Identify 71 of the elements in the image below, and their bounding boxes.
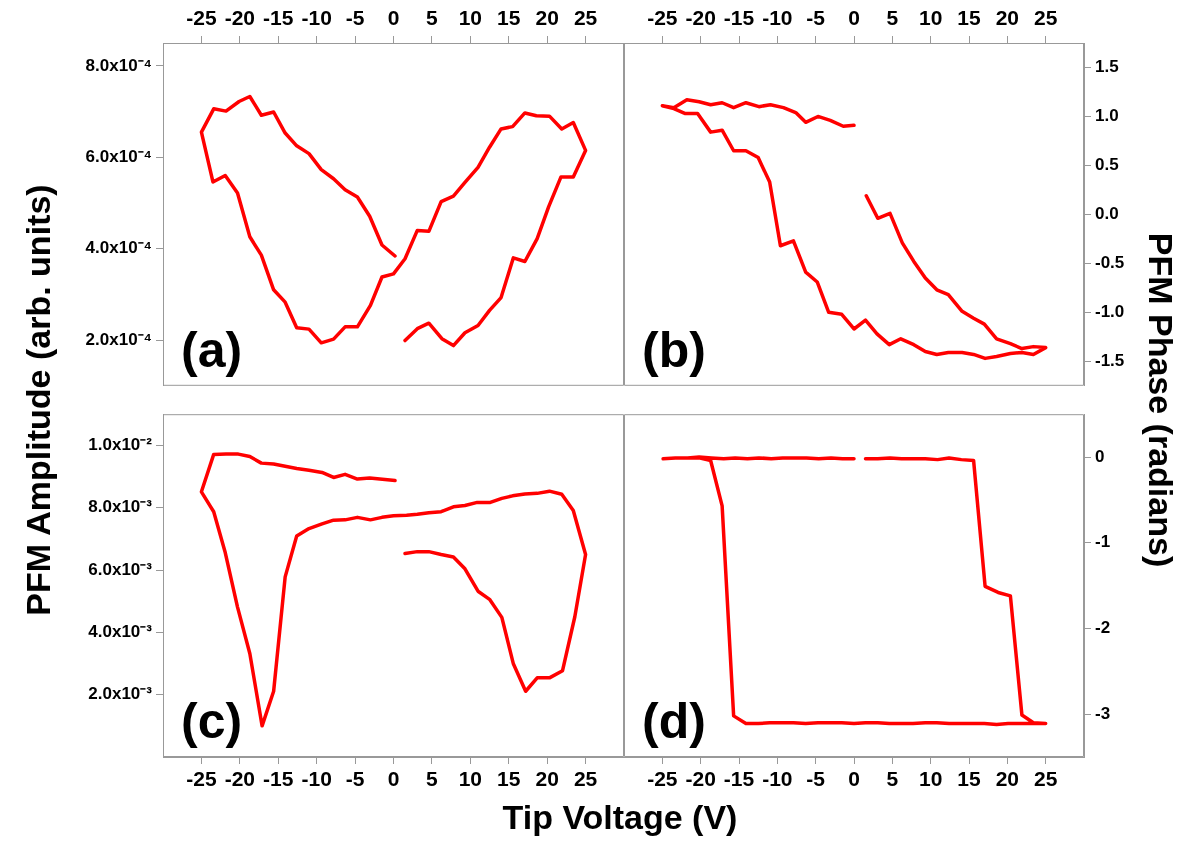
y-tick-label: 6.0x10⁻⁴ [85,146,152,166]
y-tick-label: 8.0x10⁻³ [88,497,153,517]
x-tick-label: -25 [186,767,217,791]
y-tick-label: 8.0x10⁻⁴ [85,55,152,75]
y2-tick-label: 0.5 [1095,155,1119,175]
y2-tick-label: -1.5 [1095,351,1125,370]
x-tick-label: 10 [458,767,483,791]
x-tick-label: 20 [535,6,559,30]
x-tick-label: 15 [957,767,981,791]
y2-tick-label: 1.0 [1095,106,1119,126]
y2-tick-label: -1 [1095,532,1111,552]
x-tick-label: -10 [301,6,332,30]
x-tick-label: 5 [886,767,899,791]
x-tick-label: -20 [224,6,256,30]
y-tick-label: 6.0x10⁻³ [88,559,153,579]
y2-tick-label: -1.0 [1095,302,1125,322]
y-tick-label: 1.0x10⁻² [88,435,153,455]
x-tick-label: 15 [497,6,521,30]
x-tick-label: 10 [458,6,483,30]
x-tick-label: -20 [685,6,716,30]
x-tick-label: 15 [957,6,981,30]
x-tick-label: 5 [886,6,899,30]
x-tick-label: -25 [647,767,678,791]
y-tick-label: 2.0x10⁻⁴ [85,329,152,349]
y2-tick-label: -2 [1095,618,1111,638]
x-tick-label: 20 [995,767,1020,791]
x-tick-label: -10 [762,6,793,30]
x-tick-label: -15 [263,767,294,791]
y-tick-label: 4.0x10⁻³ [88,622,153,642]
x-tick-label: 5 [426,6,439,30]
y2-tick-label: 0.0 [1095,204,1119,224]
x-tick-label: 15 [497,767,521,791]
x-tick-label: 0 [848,6,860,30]
y2-tick-label: 1.5 [1095,57,1119,77]
x-tick-label: -15 [723,767,755,791]
x-tick-label: -25 [647,6,678,30]
y-tick-label: 2.0x10⁻³ [88,684,153,704]
y2-axis-title: PFM Phase (radians) [1140,232,1180,568]
x-tick-label: -5 [345,6,365,30]
y-tick-label: 4.0x10⁻⁴ [85,238,152,258]
y2-tick-label: 0 [1095,446,1105,466]
x-tick-label: -20 [224,767,256,791]
x-tick-label: -5 [806,767,826,791]
annotation: (c) [181,692,243,749]
y2-tick-label: -0.5 [1095,253,1125,273]
x-tick-label: 5 [426,767,439,791]
x-tick-label: 20 [535,767,559,791]
x-tick-label: 25 [1033,767,1058,791]
y2-tick-label: -3 [1095,703,1111,723]
x-tick-label: -25 [186,6,217,30]
x-tick-label: 0 [387,6,400,30]
x-tick-label: 10 [918,6,943,30]
x-tick-label: -20 [685,767,716,791]
x-tick-label: -5 [345,767,365,791]
x-tick-label: -5 [806,6,826,30]
x-axis-title: Tip Voltage (V) [502,797,738,837]
x-tick-label: -10 [762,767,793,791]
x-tick-label: 25 [573,6,598,30]
annotation: (a) [181,321,243,378]
x-tick-label: 25 [573,767,598,791]
y-axis-title: PFM Amplitude (arb. units) [18,184,58,616]
x-tick-label: 10 [918,767,943,791]
x-tick-label: 0 [848,767,860,791]
x-tick-label: -15 [723,6,755,30]
annotation: (b) [642,321,706,378]
annotation: (d) [642,692,706,749]
x-tick-label: 20 [995,6,1020,30]
x-tick-label: -15 [263,6,294,30]
x-tick-label: -10 [301,767,332,791]
x-tick-label: 0 [387,767,400,791]
x-tick-label: 25 [1033,6,1058,30]
